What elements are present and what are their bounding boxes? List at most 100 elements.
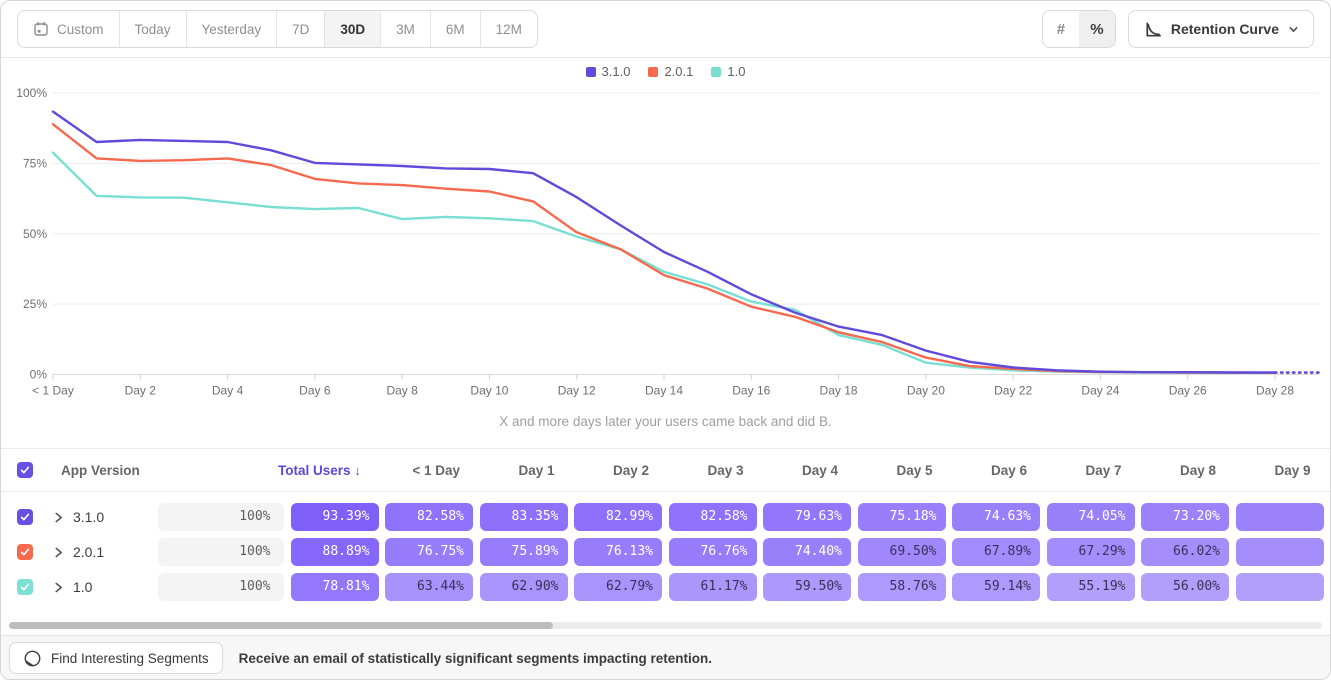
range-button-yesterday[interactable]: Yesterday bbox=[186, 11, 278, 47]
y-axis-label: 50% bbox=[23, 227, 47, 241]
legend-item-1.0[interactable]: 1.0 bbox=[711, 64, 745, 79]
retention-cell[interactable]: 83.35% bbox=[479, 503, 568, 531]
retention-table: App Version Total Users ↓ < 1 Day Day 1 Da… bbox=[1, 448, 1330, 616]
retention-cell[interactable]: 74.05% bbox=[1046, 503, 1135, 531]
column-header-day-8[interactable]: Day 8 bbox=[1179, 462, 1216, 478]
retention-cell[interactable]: 69.50% bbox=[857, 538, 946, 566]
legend-swatch bbox=[648, 66, 659, 77]
x-axis-label: Day 2 bbox=[125, 384, 157, 398]
retention-cell[interactable]: 67.29% bbox=[1046, 538, 1135, 566]
column-header-day-5[interactable]: Day 5 bbox=[896, 462, 933, 478]
range-button-12m[interactable]: 12M bbox=[480, 11, 537, 47]
row-checkbox[interactable] bbox=[17, 509, 33, 525]
retention-curve-icon bbox=[1143, 20, 1162, 39]
row-checkbox[interactable] bbox=[17, 579, 33, 595]
retention-cell[interactable]: 55.19% bbox=[1046, 573, 1135, 601]
retention-cell[interactable]: 62.79% bbox=[574, 573, 662, 601]
retention-cell[interactable]: 58.76% bbox=[857, 573, 946, 601]
retention-cell[interactable]: 93.39% bbox=[290, 503, 379, 531]
percent-mode-button[interactable]: % bbox=[1078, 11, 1115, 47]
retention-cell[interactable]: 67.89% bbox=[952, 538, 1040, 566]
retention-cell-clipped bbox=[1235, 573, 1324, 601]
chevron-right-icon[interactable] bbox=[54, 547, 63, 558]
range-button-today[interactable]: Today bbox=[119, 11, 187, 47]
column-header-1-day[interactable]: < 1 Day bbox=[412, 462, 460, 478]
toolbar-right-controls: # % Retention Curve bbox=[1041, 10, 1314, 48]
legend-item-2.0.1[interactable]: 2.0.1 bbox=[648, 64, 693, 79]
scrollbar-thumb[interactable] bbox=[9, 622, 553, 629]
table-row-1.0: 1.0 100% 78.81% 63.44% 62.90% 62.79% 61.17% 59.… bbox=[1, 573, 1330, 601]
range-label: Today bbox=[134, 21, 171, 37]
table-header-row: App Version Total Users ↓ < 1 Day Day 1 Da… bbox=[1, 449, 1330, 492]
retention-cell[interactable]: 73.20% bbox=[1141, 503, 1229, 531]
table-row-2.0.1: 2.0.1 100% 88.89% 76.75% 75.89% 76.13% 76.76% 7… bbox=[1, 538, 1330, 566]
chevron-right-icon[interactable] bbox=[54, 582, 63, 593]
column-header-day-1[interactable]: Day 1 bbox=[518, 462, 555, 478]
check-icon bbox=[20, 466, 30, 474]
range-label: 3M bbox=[396, 21, 415, 37]
retention-cell[interactable]: 62.90% bbox=[479, 573, 568, 601]
retention-cell[interactable]: 61.17% bbox=[668, 573, 757, 601]
column-header-day-9[interactable]: Day 9 bbox=[1274, 462, 1311, 478]
range-button-7d[interactable]: 7D bbox=[277, 11, 326, 47]
app-version-label: 3.1.0 bbox=[73, 509, 105, 525]
range-button-6m[interactable]: 6M bbox=[430, 11, 481, 47]
legend-item-3.1.0[interactable]: 3.1.0 bbox=[585, 64, 631, 79]
retention-cell[interactable]: 59.50% bbox=[763, 573, 851, 601]
column-header-total-users[interactable]: Total Users ↓ bbox=[277, 462, 361, 478]
x-axis-label: Day 24 bbox=[1081, 384, 1119, 398]
retention-cell[interactable]: 75.18% bbox=[857, 503, 946, 531]
x-axis-label: Day 16 bbox=[732, 384, 770, 398]
column-header-app-version[interactable]: App Version bbox=[61, 462, 140, 478]
column-header-day-4[interactable]: Day 4 bbox=[801, 462, 838, 478]
column-header-day-3[interactable]: Day 3 bbox=[707, 462, 744, 478]
retention-cell[interactable]: 82.58% bbox=[668, 503, 757, 531]
total-users-cell[interactable]: 100% bbox=[157, 538, 284, 566]
retention-cell[interactable]: 76.13% bbox=[574, 538, 662, 566]
range-button-custom[interactable]: Custom bbox=[18, 11, 120, 47]
retention-cell[interactable]: 59.14% bbox=[952, 573, 1040, 601]
retention-cell[interactable]: 82.58% bbox=[385, 503, 473, 531]
column-header-day-2[interactable]: Day 2 bbox=[612, 462, 649, 478]
range-button-30d[interactable]: 30D bbox=[325, 11, 382, 47]
range-button-3m[interactable]: 3M bbox=[381, 11, 431, 47]
y-axis-label: 25% bbox=[23, 297, 47, 311]
retention-cell[interactable]: 79.63% bbox=[763, 503, 851, 531]
retention-cell[interactable]: 74.40% bbox=[763, 538, 851, 566]
retention-cell[interactable]: 63.44% bbox=[385, 573, 473, 601]
retention-cell[interactable]: 88.89% bbox=[290, 538, 379, 566]
retention-cell[interactable]: 74.63% bbox=[952, 503, 1040, 531]
column-header-day-6[interactable]: Day 6 bbox=[990, 462, 1027, 478]
sort-descending-icon: ↓ bbox=[354, 462, 361, 478]
absolute-mode-button[interactable]: # bbox=[1042, 11, 1079, 47]
retention-cell[interactable]: 56.00% bbox=[1141, 573, 1229, 601]
legend-label: 2.0.1 bbox=[664, 64, 694, 79]
retention-cell[interactable]: 82.99% bbox=[574, 503, 662, 531]
chart-type-label: Retention Curve bbox=[1170, 21, 1279, 37]
series-line-1.0 bbox=[51, 151, 1277, 374]
scrollbar-track[interactable] bbox=[9, 622, 1322, 629]
retention-cell[interactable]: 66.02% bbox=[1141, 538, 1229, 566]
retention-cell[interactable]: 78.81% bbox=[290, 573, 379, 601]
chevron-right-icon[interactable] bbox=[54, 512, 63, 523]
select-all-checkbox[interactable] bbox=[17, 462, 33, 478]
find-interesting-segments-button[interactable]: Find Interesting Segments bbox=[9, 642, 223, 674]
total-users-cell[interactable]: 100% bbox=[157, 573, 284, 601]
row-checkbox[interactable] bbox=[17, 544, 33, 560]
x-axis-label: Day 18 bbox=[820, 384, 858, 398]
series-line-3.1.0 bbox=[51, 110, 1277, 374]
app-version-label: 2.0.1 bbox=[73, 544, 105, 560]
footer-bar: Find Interesting Segments Receive an ema… bbox=[1, 635, 1330, 679]
column-header-day-7[interactable]: Day 7 bbox=[1085, 462, 1122, 478]
x-axis-label: < 1 Day bbox=[32, 384, 74, 398]
total-users-cell[interactable]: 100% bbox=[157, 503, 284, 531]
retention-cell-clipped bbox=[1235, 503, 1324, 531]
retention-cell[interactable]: 76.76% bbox=[668, 538, 757, 566]
retention-cell[interactable]: 75.89% bbox=[479, 538, 568, 566]
range-label: 7D bbox=[292, 21, 310, 37]
chart-type-dropdown[interactable]: Retention Curve bbox=[1127, 10, 1314, 48]
range-label: 12M bbox=[495, 21, 522, 37]
retention-cell[interactable]: 76.75% bbox=[385, 538, 473, 566]
legend-label: 3.1.0 bbox=[601, 64, 631, 79]
